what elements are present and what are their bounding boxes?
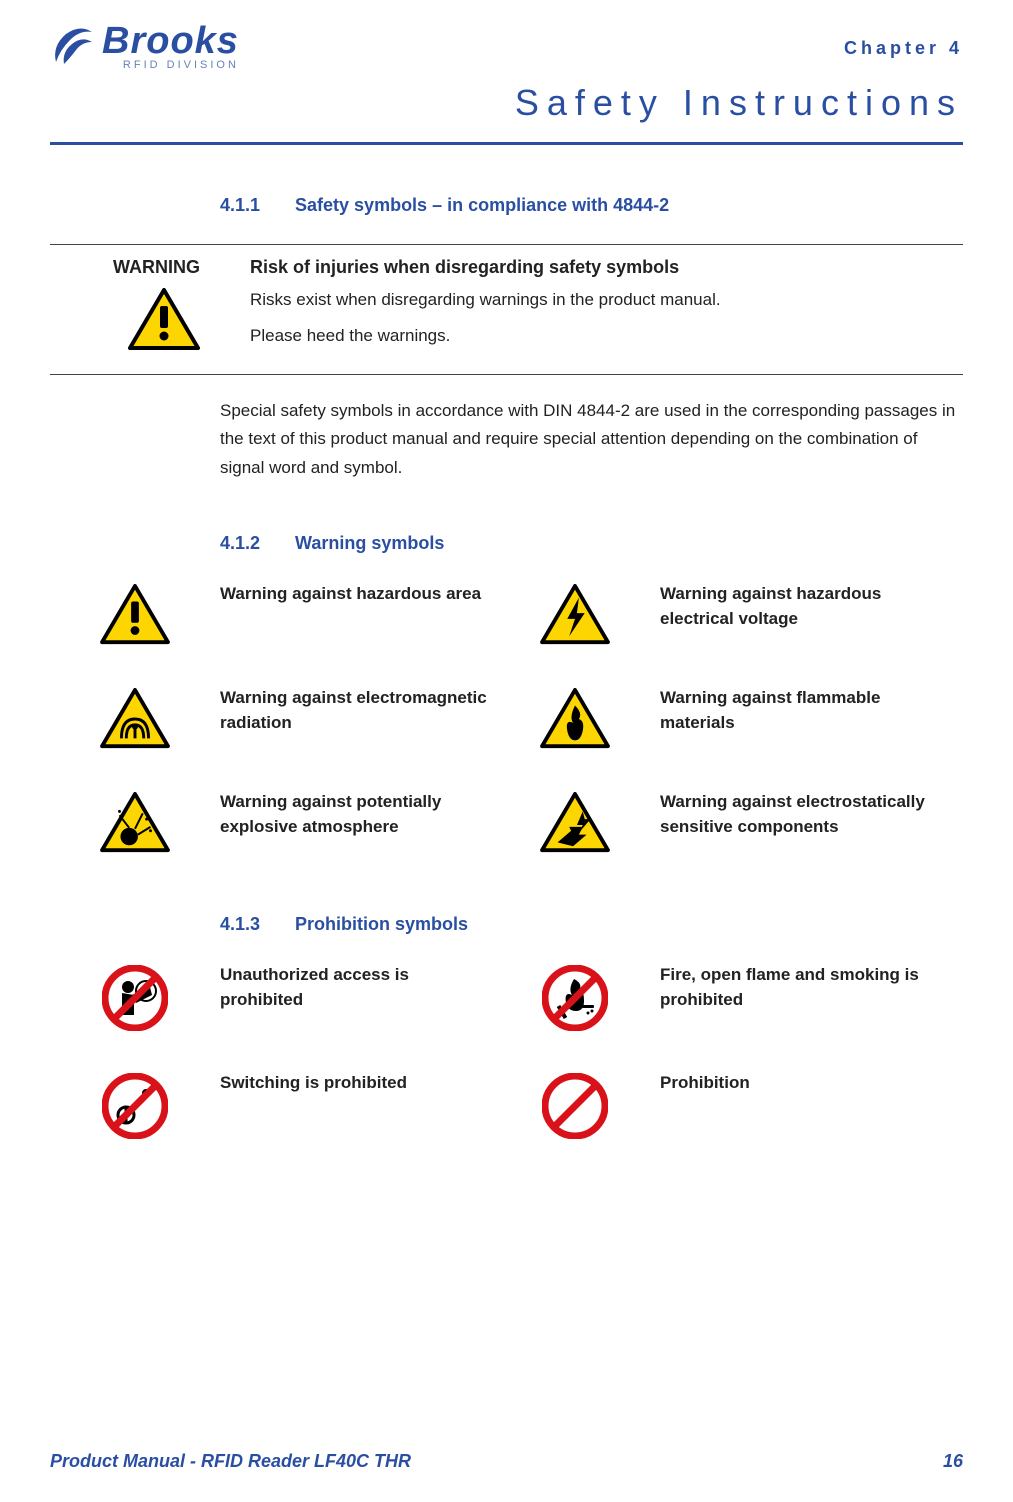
flammable-icon [530,686,620,750]
noswitch-icon [90,1071,180,1139]
warning-rule-bottom [50,374,963,375]
noaccess-icon [90,963,180,1031]
prohibition-symbols-grid: Unauthorized access is prohibited Fire, … [90,963,963,1139]
section-number: 4.1.1 [220,195,290,216]
section-heading: 4.1.2 Warning symbols [220,533,963,554]
section-title: Warning symbols [295,533,444,553]
warning-line: Please heed the warnings. [250,324,963,348]
warning-symbols-grid: Warning against hazardous area Warning a… [90,582,963,854]
symbol-label: Warning against electromagnetic radiatio… [220,686,490,735]
section-title: Safety symbols – in compliance with 4844… [295,195,669,215]
section-heading: 4.1.1 Safety symbols – in compliance wit… [220,195,963,216]
brand-division: RFID DIVISION [102,59,239,71]
section-heading: 4.1.3 Prohibition symbols [220,914,963,935]
body-paragraph: Special safety symbols in accordance wit… [220,397,963,484]
brand-logo: Brooks RFID DIVISION [50,20,963,71]
section-title: Prohibition symbols [295,914,468,934]
page-header: Brooks RFID DIVISION Chapter 4 Safety In… [50,20,963,130]
symbol-label: Warning against flammable materials [660,686,930,735]
esd-icon [530,790,620,854]
header-rule [50,142,963,145]
warning-box: WARNING Risk of injuries when disregardi… [50,245,963,374]
warning-triangle-icon [50,288,200,352]
nofire-icon [530,963,620,1031]
warning-line: Risks exist when disregarding warnings i… [250,288,963,312]
symbol-label: Warning against hazardous area [220,582,490,607]
brand-name: Brooks [102,20,239,63]
symbol-label: Warning against electrostatically sensit… [660,790,930,839]
section-number: 4.1.3 [220,914,290,935]
voltage-icon [530,582,620,646]
symbol-label: Warning against potentially explosive at… [220,790,490,839]
warning-label: WARNING [50,257,200,278]
em-icon [90,686,180,750]
page-footer: Product Manual - RFID Reader LF40C THR 1… [50,1451,963,1472]
page-title: Safety Instructions [515,82,963,124]
symbol-label: Prohibition [660,1071,930,1096]
warning-heading: Risk of injuries when disregarding safet… [250,257,963,278]
chapter-label: Chapter 4 [844,38,963,59]
explosive-icon [90,790,180,854]
section-number: 4.1.2 [220,533,290,554]
footer-title: Product Manual - RFID Reader LF40C THR [50,1451,411,1472]
symbol-label: Switching is prohibited [220,1071,490,1096]
symbol-label: Unauthorized access is prohibited [220,963,490,1012]
symbol-label: Warning against hazardous electrical vol… [660,582,930,631]
footer-page: 16 [943,1451,963,1472]
general-icon [530,1071,620,1139]
brand-logo-mark [50,24,94,68]
symbol-label: Fire, open flame and smoking is prohibit… [660,963,930,1012]
hazard-icon [90,582,180,646]
